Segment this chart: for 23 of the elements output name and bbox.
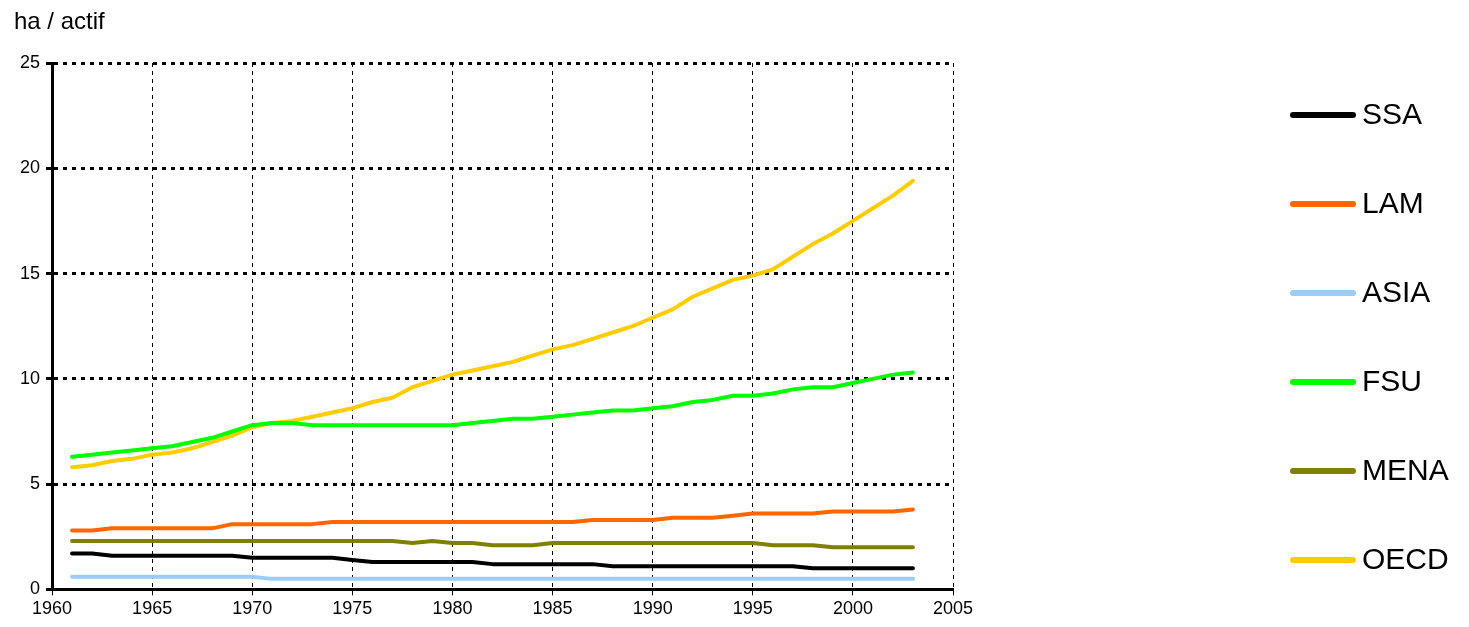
y-tick-label: 10 xyxy=(19,367,41,388)
legend-label: OECD xyxy=(1362,542,1449,576)
x-tick-label: 1960 xyxy=(32,598,73,619)
y-tick-label: 5 xyxy=(30,473,41,494)
x-tick-label: 1990 xyxy=(632,598,673,619)
x-tick-label: 1985 xyxy=(532,598,573,619)
x-tick-label: 1965 xyxy=(132,598,173,619)
y-axis-title: ha / actif xyxy=(14,6,106,34)
x-tick-label: 2000 xyxy=(832,598,873,619)
x-tick-label: 1995 xyxy=(732,598,773,619)
y-tick-label: 15 xyxy=(19,262,41,283)
x-tick-label: 2005 xyxy=(932,598,974,619)
y-tick-label: 0 xyxy=(30,578,41,599)
x-tick-label: 1975 xyxy=(332,598,373,619)
legend-label: SSA xyxy=(1362,97,1423,131)
y-tick-label: 20 xyxy=(19,157,41,178)
y-tick-label: 25 xyxy=(19,51,41,72)
legend-label: LAM xyxy=(1362,186,1424,220)
legend-label: ASIA xyxy=(1362,275,1431,309)
legend-label: FSU xyxy=(1362,364,1422,398)
x-tick-label: 1980 xyxy=(432,598,473,619)
legend-label: MENA xyxy=(1362,453,1449,487)
x-tick-label: 1970 xyxy=(232,598,273,619)
